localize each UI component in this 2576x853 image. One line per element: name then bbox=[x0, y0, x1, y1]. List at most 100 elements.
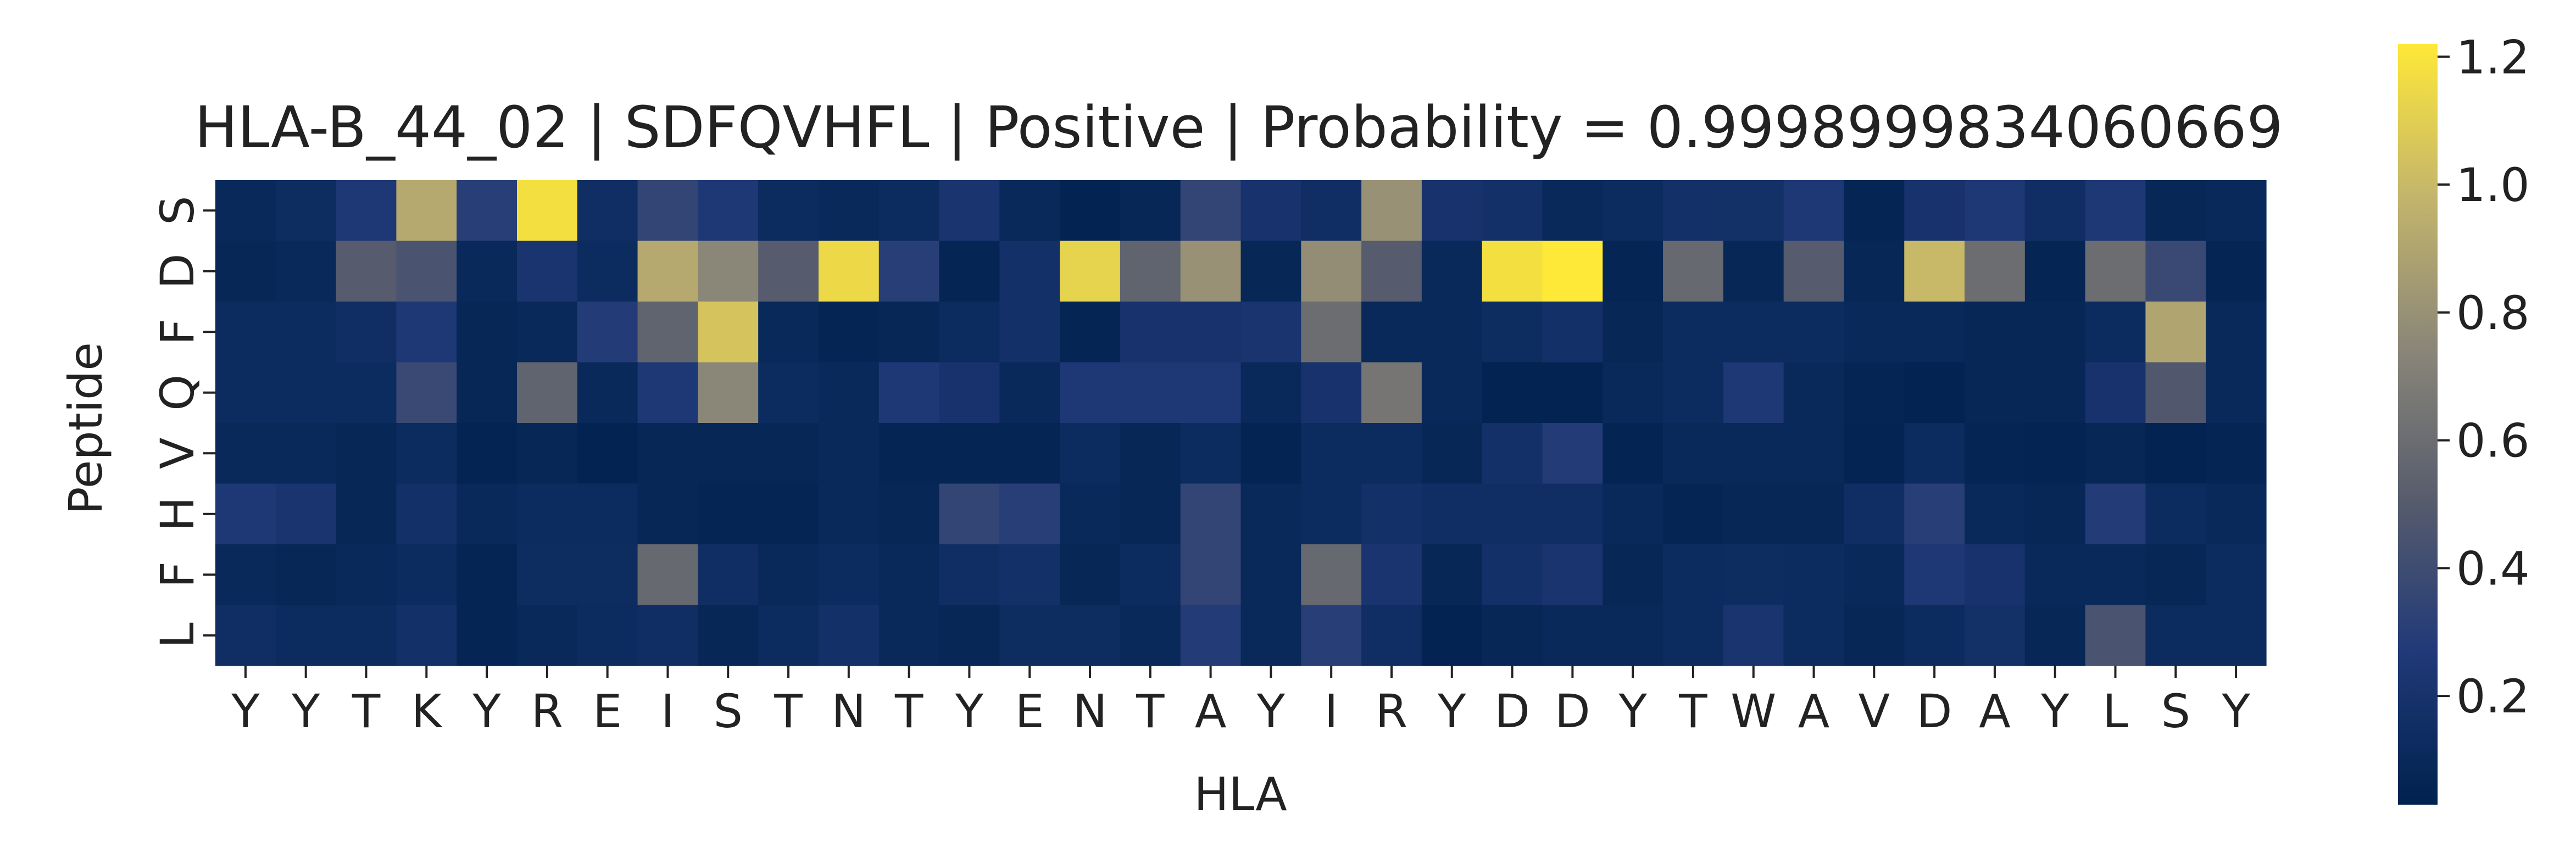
heatmap-cell bbox=[457, 483, 518, 545]
heatmap-cell bbox=[2024, 423, 2086, 484]
heatmap-cell bbox=[818, 605, 880, 666]
heatmap-cell bbox=[1361, 241, 1422, 302]
heatmap-cell bbox=[1180, 362, 1242, 423]
heatmap-cell bbox=[939, 302, 1000, 363]
heatmap-cell bbox=[878, 423, 940, 484]
heatmap-cell bbox=[1603, 605, 1663, 666]
heatmap-cell bbox=[818, 423, 880, 484]
heatmap-cell bbox=[1844, 180, 1905, 242]
heatmap-cell bbox=[1301, 241, 1362, 302]
heatmap-cell bbox=[1904, 605, 1965, 666]
heatmap-cell bbox=[1603, 180, 1663, 242]
heatmap-cell bbox=[939, 544, 1000, 606]
heatmap-cell bbox=[2145, 423, 2206, 484]
heatmap-cell bbox=[2085, 241, 2146, 302]
heatmap-cell bbox=[1361, 544, 1422, 606]
x-tick-label: R bbox=[1376, 684, 1407, 738]
heatmap-cell bbox=[2085, 362, 2146, 423]
heatmap-cell bbox=[818, 302, 880, 363]
heatmap-cell bbox=[878, 483, 940, 545]
heatmap-cell bbox=[1965, 544, 2026, 606]
heatmap-cell bbox=[1663, 362, 1724, 423]
heatmap-cell bbox=[1120, 605, 1181, 666]
heatmap-cell bbox=[1783, 423, 1845, 484]
x-tick-label: Y bbox=[2221, 684, 2250, 738]
heatmap-cell bbox=[698, 544, 759, 606]
heatmap-cell bbox=[1663, 241, 1724, 302]
heatmap-cell bbox=[1482, 544, 1543, 606]
heatmap-cell bbox=[215, 180, 276, 242]
heatmap-cell bbox=[2206, 302, 2267, 363]
x-tick-label: Y bbox=[955, 684, 984, 738]
heatmap-cell bbox=[516, 605, 578, 666]
heatmap-cell bbox=[516, 423, 578, 484]
heatmap-cell bbox=[1542, 302, 1603, 363]
heatmap-cell bbox=[577, 362, 638, 423]
heatmap-cell bbox=[396, 423, 457, 484]
heatmap-cell bbox=[1723, 302, 1784, 363]
heatmap-cell bbox=[2024, 241, 2086, 302]
heatmap-cell bbox=[758, 241, 819, 302]
heatmap-cell bbox=[1180, 180, 1242, 242]
heatmap-cell bbox=[2206, 180, 2267, 242]
heatmap-cell bbox=[1060, 423, 1121, 484]
y-tick-label: S bbox=[151, 196, 204, 225]
y-tick-label: Q bbox=[151, 375, 204, 411]
heatmap-cell bbox=[1240, 605, 1301, 666]
heatmap-cell bbox=[1783, 241, 1845, 302]
y-tick-label: F bbox=[151, 319, 204, 345]
heatmap-cell bbox=[396, 483, 457, 545]
heatmap-cell bbox=[1844, 605, 1905, 666]
heatmap-cell bbox=[999, 423, 1060, 484]
heatmap-cell bbox=[2085, 544, 2146, 606]
heatmap-cell bbox=[1180, 544, 1242, 606]
heatmap-cell bbox=[637, 423, 698, 484]
y-axis-label: Peptide bbox=[59, 342, 113, 515]
heatmap-cell bbox=[698, 241, 759, 302]
heatmap-cell bbox=[1120, 483, 1181, 545]
heatmap-cell bbox=[1904, 423, 1965, 484]
x-tick-label: S bbox=[714, 684, 743, 738]
heatmap-cell bbox=[939, 423, 1000, 484]
heatmap-cell bbox=[637, 302, 698, 363]
heatmap-cell bbox=[637, 544, 698, 606]
heatmap-cell bbox=[396, 302, 457, 363]
heatmap-cell bbox=[336, 241, 397, 302]
heatmap-cell bbox=[1482, 483, 1543, 545]
heatmap-cell bbox=[2206, 544, 2267, 606]
heatmap-cell bbox=[1723, 483, 1784, 545]
x-tick-label: A bbox=[1798, 684, 1829, 738]
heatmap-cell bbox=[1723, 423, 1784, 484]
y-tick-label: F bbox=[151, 561, 204, 588]
heatmap-cell bbox=[457, 302, 518, 363]
heatmap-cell bbox=[1120, 241, 1181, 302]
heatmap-cell bbox=[1783, 302, 1845, 363]
heatmap-cell bbox=[1482, 241, 1543, 302]
heatmap-cell bbox=[1783, 483, 1845, 545]
heatmap-cell bbox=[999, 362, 1060, 423]
heatmap-cell bbox=[457, 362, 518, 423]
heatmap-cell bbox=[1361, 483, 1422, 545]
heatmap-cell bbox=[1542, 241, 1603, 302]
heatmap-cell bbox=[818, 180, 880, 242]
heatmap-cell bbox=[1844, 302, 1905, 363]
heatmap-cell bbox=[1180, 483, 1242, 545]
heatmap-cell bbox=[457, 241, 518, 302]
heatmap-cell bbox=[2145, 483, 2206, 545]
heatmap-cell bbox=[1060, 180, 1121, 242]
heatmap-cell bbox=[1723, 605, 1784, 666]
heatmap-cell bbox=[878, 362, 940, 423]
heatmap-cell bbox=[1965, 180, 2026, 242]
heatmap-cell bbox=[336, 362, 397, 423]
heatmap-cell bbox=[1904, 302, 1965, 363]
x-tick-label: T bbox=[352, 684, 381, 738]
colorbar-gradient bbox=[2398, 44, 2438, 805]
heatmap-cell bbox=[1844, 241, 1905, 302]
heatmap-cell bbox=[2145, 605, 2206, 666]
heatmap-cell bbox=[516, 180, 578, 242]
x-axis-label: HLA bbox=[1194, 767, 1287, 821]
heatmap-cell bbox=[1240, 241, 1301, 302]
heatmap-cell bbox=[1965, 605, 2026, 666]
x-tick-label: A bbox=[1195, 684, 1226, 738]
